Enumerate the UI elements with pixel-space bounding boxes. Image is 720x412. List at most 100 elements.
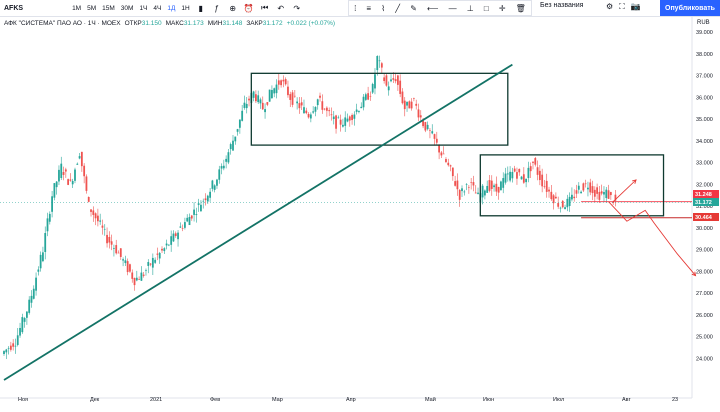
chart-type-icon[interactable]: ▮ bbox=[198, 3, 203, 13]
price-label: 31.172 bbox=[695, 200, 712, 206]
currency-label[interactable]: RUB bbox=[697, 20, 710, 26]
candle-body bbox=[415, 103, 418, 106]
candle-body bbox=[545, 180, 548, 192]
layout-name[interactable]: Без названия bbox=[540, 2, 584, 9]
x-tick-label: Май bbox=[425, 396, 436, 403]
legend-open: 31.150 bbox=[141, 20, 162, 27]
trash-icon[interactable]: 🗑 bbox=[515, 3, 526, 13]
candle-body bbox=[16, 335, 19, 345]
candle-body bbox=[9, 345, 12, 350]
compare-add-icon[interactable]: ⊕ bbox=[229, 3, 237, 13]
candle-body bbox=[129, 264, 131, 272]
horizontal-line-icon[interactable]: ⟵ bbox=[427, 3, 439, 13]
timeframe-15m[interactable]: 15M bbox=[102, 4, 115, 12]
candle-body bbox=[287, 86, 289, 96]
candle-body bbox=[536, 167, 539, 175]
candle-body bbox=[151, 257, 154, 268]
indicators-icon[interactable]: ƒ bbox=[214, 3, 219, 13]
candle-body bbox=[209, 191, 211, 198]
candle-body bbox=[371, 83, 374, 93]
candle-body bbox=[472, 182, 475, 186]
candle-body bbox=[284, 79, 287, 85]
candle-body bbox=[571, 194, 573, 200]
x-tick-label: Дек bbox=[90, 397, 100, 403]
candle-body bbox=[220, 166, 223, 169]
candle-body bbox=[513, 168, 516, 172]
alert-icon[interactable]: ⏰ bbox=[243, 3, 254, 13]
timeframe-30m[interactable]: 30M bbox=[120, 4, 134, 12]
symbol-search[interactable]: AFKS bbox=[4, 4, 24, 12]
rectangle-tool-icon[interactable]: □ bbox=[483, 3, 489, 13]
y-tick-label: 36.000 bbox=[696, 95, 713, 101]
candle-body bbox=[369, 95, 372, 97]
candle-body bbox=[394, 79, 397, 82]
candle-body bbox=[236, 129, 239, 132]
candle-body bbox=[71, 180, 74, 185]
timeframe-1d[interactable]: 1Д bbox=[167, 4, 176, 12]
brush-tool-icon[interactable]: ✎ bbox=[410, 3, 417, 13]
camera-icon[interactable]: 📷 bbox=[630, 2, 641, 11]
legend-high-label: МАКС bbox=[165, 20, 184, 27]
candle-body bbox=[497, 186, 500, 193]
candle-body bbox=[529, 166, 532, 172]
candle-body bbox=[60, 163, 63, 178]
candle-body bbox=[271, 90, 273, 99]
timeframe-selector: 1M 5M 15M 30M 1Ч 4Ч 1Д 1Н bbox=[69, 5, 193, 12]
legend-low: 31.148 bbox=[222, 20, 243, 27]
candle-body bbox=[140, 272, 143, 281]
legend-change: +0.022 (+0.07%) bbox=[286, 20, 336, 27]
pattern-tool-icon[interactable]: ⌇ bbox=[381, 3, 386, 13]
candle-body bbox=[598, 191, 601, 200]
candle-body bbox=[429, 130, 431, 131]
settings-icon[interactable]: ⚙ bbox=[606, 2, 614, 11]
drawing-toolbar: ⁞ ≡ ⌇ ╱ ✎ ⟵ — ⊥ □ ✛ 🗑 bbox=[348, 0, 532, 16]
bottom-panel bbox=[0, 404, 720, 412]
candle-body bbox=[591, 186, 594, 194]
candle-body bbox=[298, 103, 301, 109]
y-tick-label: 24.000 bbox=[696, 356, 713, 362]
measure-tool-icon[interactable]: ⊥ bbox=[466, 3, 474, 13]
candle-body bbox=[108, 236, 111, 243]
candle-body bbox=[309, 114, 312, 119]
undo-icon[interactable]: ↶ bbox=[277, 3, 285, 13]
publish-button[interactable]: Опубликовать bbox=[660, 0, 720, 16]
candle-body bbox=[433, 134, 436, 139]
candle-body bbox=[470, 182, 473, 183]
candle-body bbox=[438, 144, 440, 153]
candle-body bbox=[213, 185, 216, 190]
candle-body bbox=[314, 106, 317, 112]
trendline-tool-icon[interactable]: ╱ bbox=[395, 3, 401, 13]
candle-body bbox=[21, 317, 24, 333]
candle-body bbox=[596, 187, 599, 194]
candle-body bbox=[458, 189, 461, 200]
candle-body bbox=[117, 252, 120, 254]
candle-body bbox=[55, 181, 58, 188]
candle-body bbox=[364, 94, 367, 100]
timeframe-1h[interactable]: 1Ч bbox=[139, 4, 148, 12]
timeframe-1m[interactable]: 1M bbox=[72, 4, 82, 12]
candle-body bbox=[289, 94, 292, 100]
fib-tool-icon[interactable]: ≡ bbox=[366, 3, 372, 13]
candle-body bbox=[484, 190, 486, 196]
crosshair-tool-icon[interactable]: ✛ bbox=[498, 3, 506, 13]
y-tick-label: 34.000 bbox=[696, 139, 713, 145]
candle-body bbox=[477, 192, 479, 194]
timeframe-4h[interactable]: 4Ч bbox=[153, 4, 162, 12]
candle-body bbox=[92, 210, 95, 215]
candle-body bbox=[122, 259, 124, 261]
replay-icon[interactable]: ⏮ bbox=[261, 3, 269, 12]
cursor-tool-icon[interactable]: ⁞ bbox=[354, 3, 357, 13]
redo-icon[interactable]: ↷ bbox=[293, 3, 301, 13]
candle-body bbox=[506, 173, 509, 175]
timeframe-5m[interactable]: 5M bbox=[87, 4, 97, 12]
text-tool-icon[interactable]: — bbox=[448, 3, 457, 13]
candle-body bbox=[67, 179, 70, 185]
forecast-arrowhead bbox=[691, 271, 697, 277]
candle-body bbox=[548, 189, 550, 192]
candle-body bbox=[538, 170, 541, 181]
y-tick-label: 30.000 bbox=[696, 226, 713, 232]
timeframe-1w[interactable]: 1Н bbox=[181, 4, 190, 12]
candle-body bbox=[593, 189, 596, 197]
fullscreen-icon[interactable]: ⛶ bbox=[619, 2, 625, 11]
